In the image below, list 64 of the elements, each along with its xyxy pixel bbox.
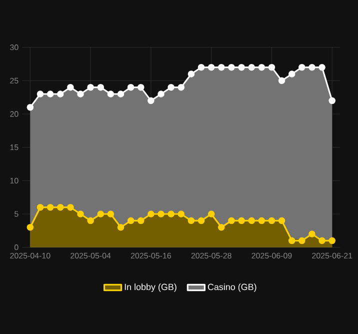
point [218,64,225,71]
point [127,84,134,91]
point [178,84,185,91]
point [137,84,144,91]
point [97,210,104,218]
point [258,217,266,224]
point [46,204,54,211]
point [56,90,64,98]
point [36,90,44,98]
point [268,217,276,224]
point [248,64,255,71]
point [278,77,286,84]
point [117,90,124,98]
point [188,70,195,78]
point [158,90,164,98]
point [228,217,235,224]
point [208,64,215,71]
point [77,90,84,98]
point [308,230,316,238]
point [238,64,245,71]
point [318,237,326,244]
point [107,210,114,218]
point [26,224,34,231]
point [87,84,94,91]
point [228,64,235,71]
point [218,224,225,231]
point [328,237,336,244]
point [107,90,114,98]
point [67,204,74,211]
point [328,97,336,104]
point [148,210,154,218]
point [46,90,54,98]
point [268,64,276,71]
point [137,217,144,224]
point [168,210,174,218]
point [288,237,296,244]
point [178,210,185,218]
point [168,84,174,91]
point [67,84,74,91]
legend-label: In lobby (GB) [124,284,176,292]
point [298,237,306,244]
point [148,97,154,104]
legend-label: Casino (GB) [208,284,256,292]
point [56,204,64,211]
point [87,217,94,224]
point [308,64,316,71]
point [26,104,34,111]
point [318,64,326,71]
point [258,64,266,71]
point [77,210,84,218]
point [288,70,296,78]
point [198,217,205,224]
point [238,217,245,224]
point [97,84,104,91]
point [158,210,164,218]
point [278,217,286,224]
point [117,224,124,231]
point [248,217,255,224]
point [198,64,205,71]
point [208,210,215,218]
point [127,217,134,224]
point [36,204,44,211]
point [298,64,306,71]
point [188,217,195,224]
